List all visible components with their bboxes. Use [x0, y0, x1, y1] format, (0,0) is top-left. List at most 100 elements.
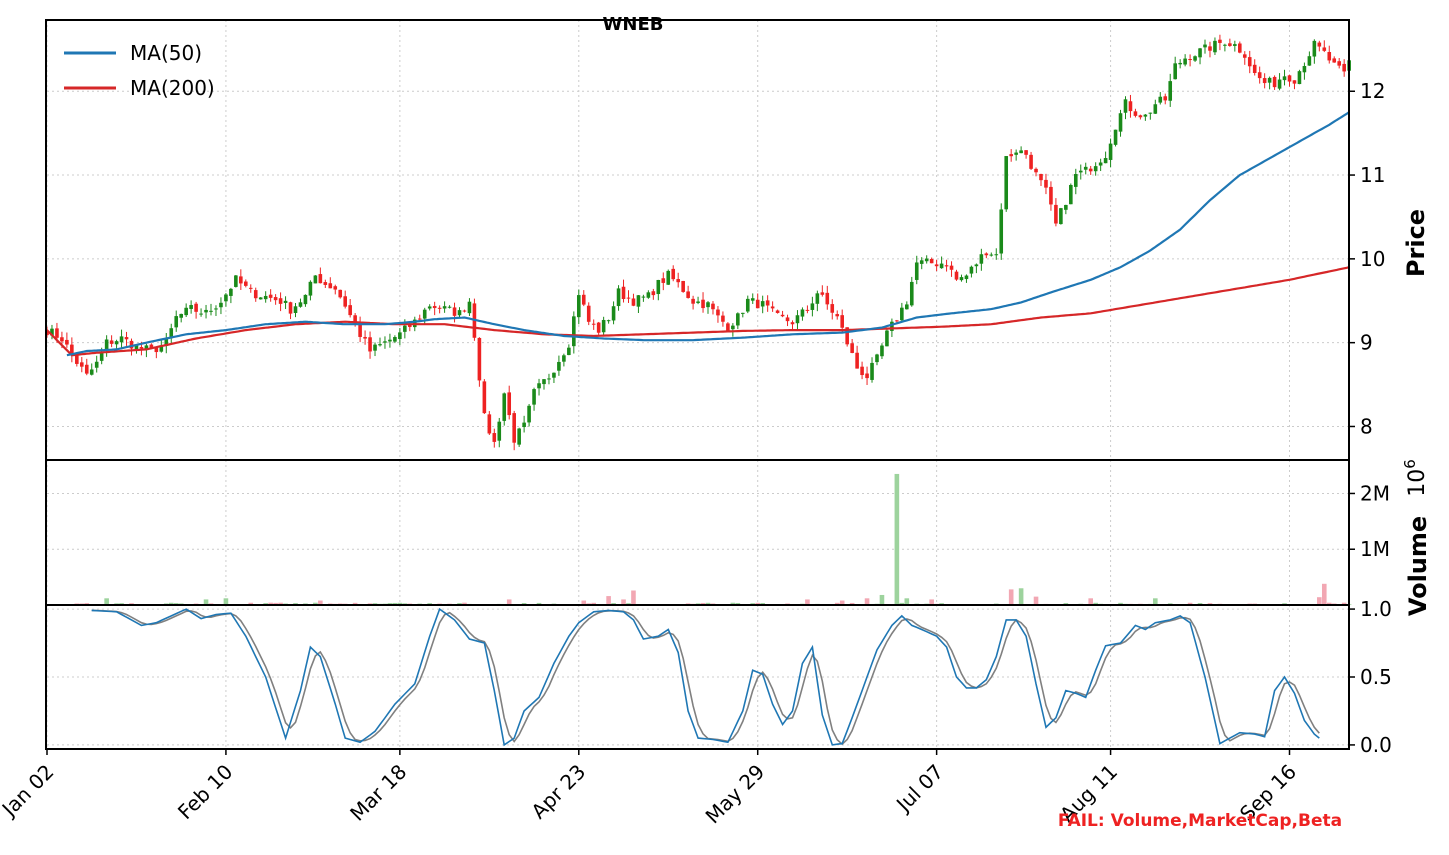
candle-body	[457, 310, 462, 316]
x-tick-label: Jan 02	[0, 760, 59, 823]
candle-body	[1118, 113, 1123, 132]
candle-body	[1193, 56, 1197, 61]
candle-body	[1257, 72, 1262, 79]
candle-body	[1073, 174, 1078, 187]
candle-body	[149, 344, 154, 348]
candle-body	[919, 260, 924, 264]
candle-body	[1282, 76, 1287, 81]
volume-bar	[631, 590, 636, 605]
volume-bar	[864, 598, 870, 605]
candle-body	[900, 307, 904, 321]
candle-body	[437, 307, 442, 309]
candle-body	[393, 337, 397, 342]
candle-body	[1044, 179, 1048, 188]
candle-body	[482, 381, 487, 414]
volume-bar	[268, 602, 273, 605]
candle-body	[1014, 152, 1018, 155]
candle-body	[1297, 71, 1302, 85]
candle-body	[1247, 57, 1252, 67]
candle-body	[974, 264, 979, 267]
candle-body	[1128, 101, 1133, 112]
candle-body	[1252, 64, 1257, 74]
candle-body	[363, 336, 367, 339]
grid-lines	[46, 20, 1349, 749]
candle-body	[144, 345, 149, 350]
candle-body	[159, 345, 164, 352]
candle-body	[522, 422, 526, 428]
candle-body	[994, 254, 999, 256]
candle-body	[1059, 208, 1063, 225]
candle-body	[422, 309, 427, 319]
candle-body	[373, 344, 377, 351]
candle-body	[959, 277, 964, 281]
candle-body	[562, 355, 566, 362]
candle-body	[790, 322, 795, 325]
volume-bar	[1018, 588, 1024, 605]
candle-body	[572, 316, 576, 347]
candle-body	[1203, 44, 1207, 48]
candle-body	[676, 279, 680, 283]
candle-body	[84, 364, 89, 374]
candle-body	[775, 310, 780, 313]
candle-body	[1163, 96, 1168, 101]
candle-body	[303, 294, 308, 305]
candle-body	[1123, 99, 1128, 113]
volume-bar	[899, 602, 905, 605]
candle-body	[750, 298, 755, 301]
candle-body	[139, 347, 144, 349]
candle-body	[914, 262, 919, 280]
candle-body	[621, 286, 626, 300]
candle-body	[964, 275, 969, 280]
volume-bar	[1321, 583, 1327, 605]
volume-bar	[591, 602, 596, 605]
candle-body	[820, 292, 825, 295]
candle-body	[219, 302, 223, 308]
candle-body	[800, 309, 805, 317]
candle-body	[770, 306, 775, 309]
candle-body	[909, 281, 914, 306]
legend: MA(50) MA(200)	[64, 41, 215, 100]
candle-body	[691, 298, 695, 304]
price-y-tick-label: 12	[1360, 79, 1385, 103]
volume-bar	[1008, 589, 1014, 605]
candle-body	[487, 414, 492, 434]
candle-body	[780, 314, 785, 317]
fail-status: FAIL: Volume,MarketCap,Beta	[1058, 811, 1342, 831]
candle-body	[75, 355, 79, 364]
candle-body	[1088, 168, 1093, 172]
candle-body	[1267, 77, 1272, 83]
volume-panel-frame	[45, 459, 1350, 606]
candle-body	[104, 339, 109, 351]
volume-bar	[581, 600, 587, 605]
candle-body	[681, 280, 685, 292]
volume-bar	[318, 600, 323, 605]
x-tick-label: Feb 10	[173, 760, 238, 825]
candle-body	[517, 428, 521, 445]
candle-body	[1327, 51, 1332, 61]
candle-body	[477, 337, 482, 381]
candle-body	[736, 313, 740, 326]
price-y-tick-label: 10	[1360, 247, 1385, 271]
candle-body	[507, 392, 512, 416]
candle-body	[1272, 76, 1277, 88]
candle-body	[656, 279, 661, 295]
candle-body	[885, 330, 889, 347]
candle-body	[760, 301, 765, 307]
volume-bar	[1118, 602, 1123, 605]
candle-body	[408, 324, 412, 327]
candle-body	[119, 336, 124, 343]
osc-y-tick-label: 1.0	[1360, 597, 1392, 621]
candle-body	[1242, 54, 1247, 58]
volume-bar	[352, 602, 358, 605]
candle-body	[497, 421, 502, 441]
candle-body	[353, 315, 357, 325]
candle-body	[1004, 156, 1009, 210]
candle-body	[631, 298, 636, 306]
candle-body	[199, 313, 203, 315]
candle-body	[696, 301, 700, 303]
candle-body	[1322, 47, 1327, 51]
svg-text:106: 106	[1401, 459, 1430, 497]
candle-body	[1208, 46, 1212, 51]
candle-body	[467, 301, 472, 314]
candle-body	[547, 378, 551, 380]
